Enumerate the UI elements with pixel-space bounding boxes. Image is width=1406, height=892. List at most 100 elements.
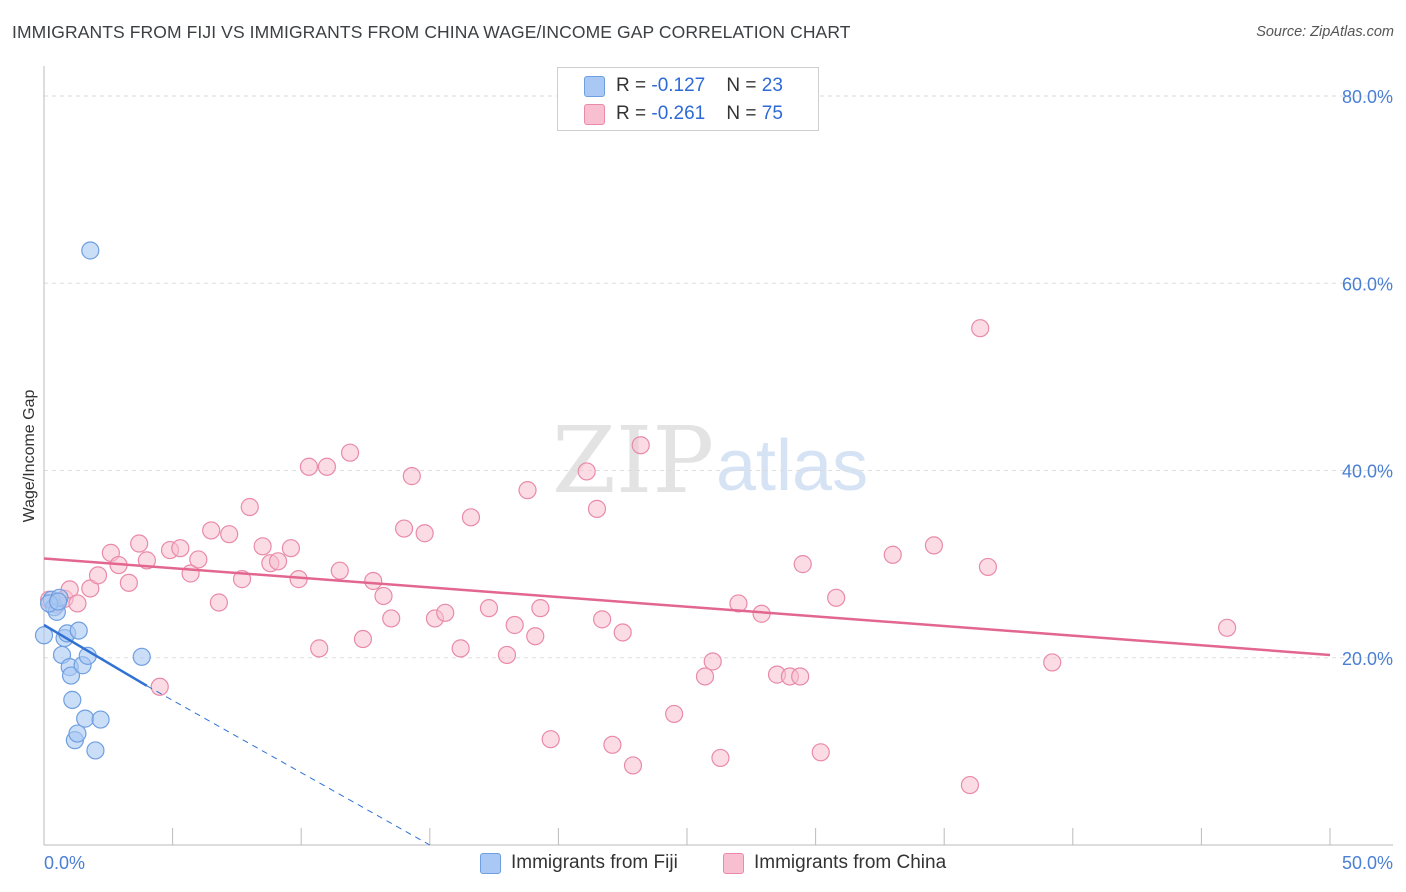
y-tick-label-60: 60.0% — [1342, 274, 1393, 294]
china-point — [791, 667, 810, 686]
correlation-legend: R = -0.127 N = 23 R = -0.261 N = 75 — [557, 67, 819, 131]
china-point — [960, 775, 980, 795]
china-point — [299, 457, 319, 476]
source-label: Source: ZipAtlas.com — [1256, 24, 1394, 40]
x-tick-label-min: 0.0% — [44, 853, 85, 873]
china-point — [811, 743, 830, 762]
china-point — [150, 677, 169, 696]
legend-swatch-fiji — [584, 76, 605, 97]
watermark-atlas: atlas — [716, 426, 868, 506]
china-point — [711, 748, 730, 768]
china-point — [310, 639, 329, 658]
fiji-series — [34, 241, 151, 760]
legend-china-r-label: R = — [616, 103, 652, 124]
china-point — [703, 652, 722, 671]
fiji-point — [49, 592, 68, 611]
china-point — [436, 603, 455, 622]
fiji-point — [132, 647, 151, 666]
y-axis-label: Wage/Income Gap — [21, 390, 38, 523]
series-legend-swatch-china — [723, 853, 744, 874]
fiji-point — [86, 741, 105, 760]
series-legend-label-china: Immigrants from China — [754, 852, 947, 873]
china-point — [461, 508, 481, 527]
china-point — [382, 609, 401, 628]
china-point — [593, 610, 612, 629]
series-legend-label-fiji: Immigrants from Fiji — [511, 852, 678, 873]
china-point — [587, 499, 607, 518]
china-point — [189, 550, 208, 569]
x-tick-label-max: 50.0% — [1342, 853, 1393, 873]
chart-title: IMMIGRANTS FROM FIJI VS IMMIGRANTS FROM … — [12, 22, 851, 42]
china-point — [623, 756, 643, 775]
china-point — [119, 573, 138, 592]
legend-fiji-r-label: R = — [616, 75, 652, 96]
china-point — [402, 467, 421, 486]
china-point — [88, 566, 108, 585]
watermark: ZIP atlas — [552, 407, 868, 514]
china-point — [1043, 653, 1062, 672]
legend-china-n-label: N = — [726, 103, 762, 124]
y-tick-label-80: 80.0% — [1342, 87, 1393, 107]
china-point — [695, 667, 715, 686]
china-point — [220, 525, 239, 544]
series-legend-swatch-fiji — [480, 853, 501, 874]
china-point — [883, 545, 902, 564]
china-point — [793, 555, 812, 574]
china-point — [374, 586, 393, 606]
china-point — [577, 462, 596, 481]
fiji-trend-extension — [146, 685, 431, 846]
legend-china-r-value: -0.261 — [651, 103, 706, 124]
china-point — [171, 539, 190, 558]
china-point — [479, 599, 499, 618]
fiji-trend-line — [43, 623, 148, 687]
fiji-point — [34, 626, 54, 645]
china-point — [518, 481, 537, 500]
legend-fiji-n-label: N = — [726, 75, 762, 96]
legend-china-n-value: 75 — [761, 103, 783, 124]
trend-lines — [43, 557, 1331, 846]
china-point — [68, 594, 87, 613]
china-point — [531, 599, 550, 618]
china-point — [317, 457, 337, 476]
china-point — [202, 521, 221, 540]
fiji-point — [91, 710, 110, 729]
china-point — [631, 436, 650, 455]
china-point — [924, 536, 944, 555]
china-point — [526, 627, 545, 646]
china-point — [603, 735, 622, 754]
china-point — [978, 557, 998, 577]
china-point — [330, 561, 349, 580]
china-point — [209, 593, 228, 612]
china-point — [340, 443, 360, 462]
china-point — [827, 588, 846, 607]
fiji-point — [68, 724, 87, 743]
tick-labels: 20.0% 40.0% 60.0% 80.0% 0.0% 50.0% — [44, 87, 1393, 873]
china-point — [353, 629, 373, 649]
fiji-point — [63, 690, 82, 709]
china-point — [253, 537, 272, 556]
watermark-zip: ZIP — [552, 407, 714, 514]
china-point — [240, 497, 259, 517]
china-point — [971, 319, 990, 338]
y-tick-label-20: 20.0% — [1342, 649, 1393, 669]
china-point — [665, 704, 684, 724]
china-point — [281, 539, 301, 558]
y-tick-label-40: 40.0% — [1342, 462, 1393, 482]
legend-swatch-china — [584, 104, 605, 125]
legend-fiji-n-value: 23 — [761, 75, 783, 96]
china-point — [729, 594, 748, 613]
china-point — [497, 645, 517, 665]
series-legend: Immigrants from Fiji Immigrants from Chi… — [0, 852, 1406, 876]
fiji-point — [81, 241, 100, 260]
fiji-point — [76, 709, 95, 728]
china-point — [451, 639, 470, 658]
china-point — [505, 615, 524, 635]
china-point — [613, 623, 632, 642]
china-point — [415, 524, 434, 543]
china-series — [40, 319, 1237, 795]
china-point — [541, 730, 560, 749]
fiji-point — [69, 621, 88, 640]
legend-fiji-r-value: -0.127 — [651, 75, 706, 96]
axes — [43, 66, 1393, 846]
